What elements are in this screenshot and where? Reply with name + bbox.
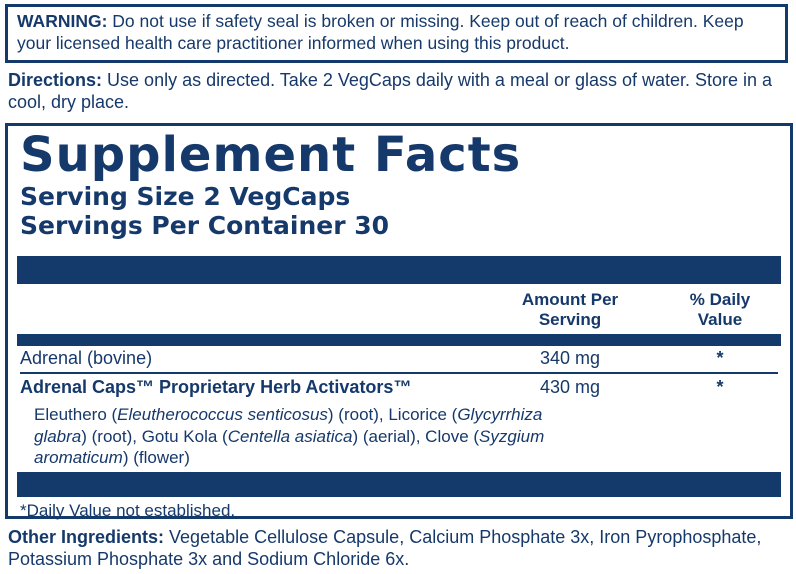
table-row-proprietary-blend: Adrenal Caps™ Proprietary Herb Activator… <box>20 374 778 400</box>
supplement-facts-panel: Supplement Facts Serving Size 2 VegCaps … <box>5 123 793 520</box>
other-ingredients-body: Vegetable Cellulose Capsule, Calcium Pho… <box>8 527 762 569</box>
other-ingredients-text: Other Ingredients: Vegetable Cellulose C… <box>8 527 792 570</box>
ingredient-daily-value: * <box>716 377 724 397</box>
divider-bar-top <box>17 256 781 284</box>
amount-per-serving-header: Amount Per Serving <box>521 290 619 329</box>
warning-body: Do not use if safety seal is broken or m… <box>17 11 744 53</box>
warning-label: WARNING: <box>17 11 108 31</box>
ingredient-amount: 430 mg <box>539 377 601 397</box>
ingredient-daily-value: * <box>716 348 724 368</box>
table-row-adrenal: Adrenal (bovine) 340 mg * <box>20 346 778 374</box>
directions-body: Use only as directed. Take 2 VegCaps dai… <box>8 70 773 112</box>
ingredient-name: Adrenal Caps™ Proprietary Herb Activator… <box>20 377 412 397</box>
divider-bar-bottom <box>17 471 781 497</box>
directions-label: Directions: <box>8 70 103 90</box>
panel-title: Supplement Facts <box>20 127 522 183</box>
column-headers: Amount Per Serving % Daily Value <box>20 284 778 334</box>
sub-ingredients-line: Eleuthero (Eleutherococcus senticosus) (… <box>34 405 543 424</box>
ingredient-name: Adrenal (bovine) <box>20 348 153 368</box>
warning-text: WARNING: Do not use if safety seal is br… <box>17 10 776 54</box>
sub-ingredients: Eleuthero (Eleutherococcus senticosus) (… <box>34 404 554 469</box>
serving-size: Serving Size 2 VegCaps <box>20 182 351 211</box>
directions-text: Directions: Use only as directed. Take 2… <box>8 69 790 113</box>
other-ingredients-label: Other Ingredients: <box>8 527 165 547</box>
percent-daily-value-header: % Daily Value <box>689 290 751 329</box>
warning-box: WARNING: Do not use if safety seal is br… <box>5 4 788 63</box>
ingredient-amount: 340 mg <box>539 348 601 368</box>
daily-value-footnote: *Daily Value not established. <box>20 500 236 520</box>
servings-per-container: Servings Per Container 30 <box>20 211 390 240</box>
other-ingredients: Other Ingredients: Vegetable Cellulose C… <box>8 527 792 570</box>
sub-ingredients-line: aromaticum) (flower) <box>34 448 190 467</box>
divider-bar-header <box>17 334 781 346</box>
directions: Directions: Use only as directed. Take 2… <box>8 69 790 113</box>
sub-ingredients-line: glabra) (root), Gotu Kola (Centella asia… <box>34 426 545 446</box>
